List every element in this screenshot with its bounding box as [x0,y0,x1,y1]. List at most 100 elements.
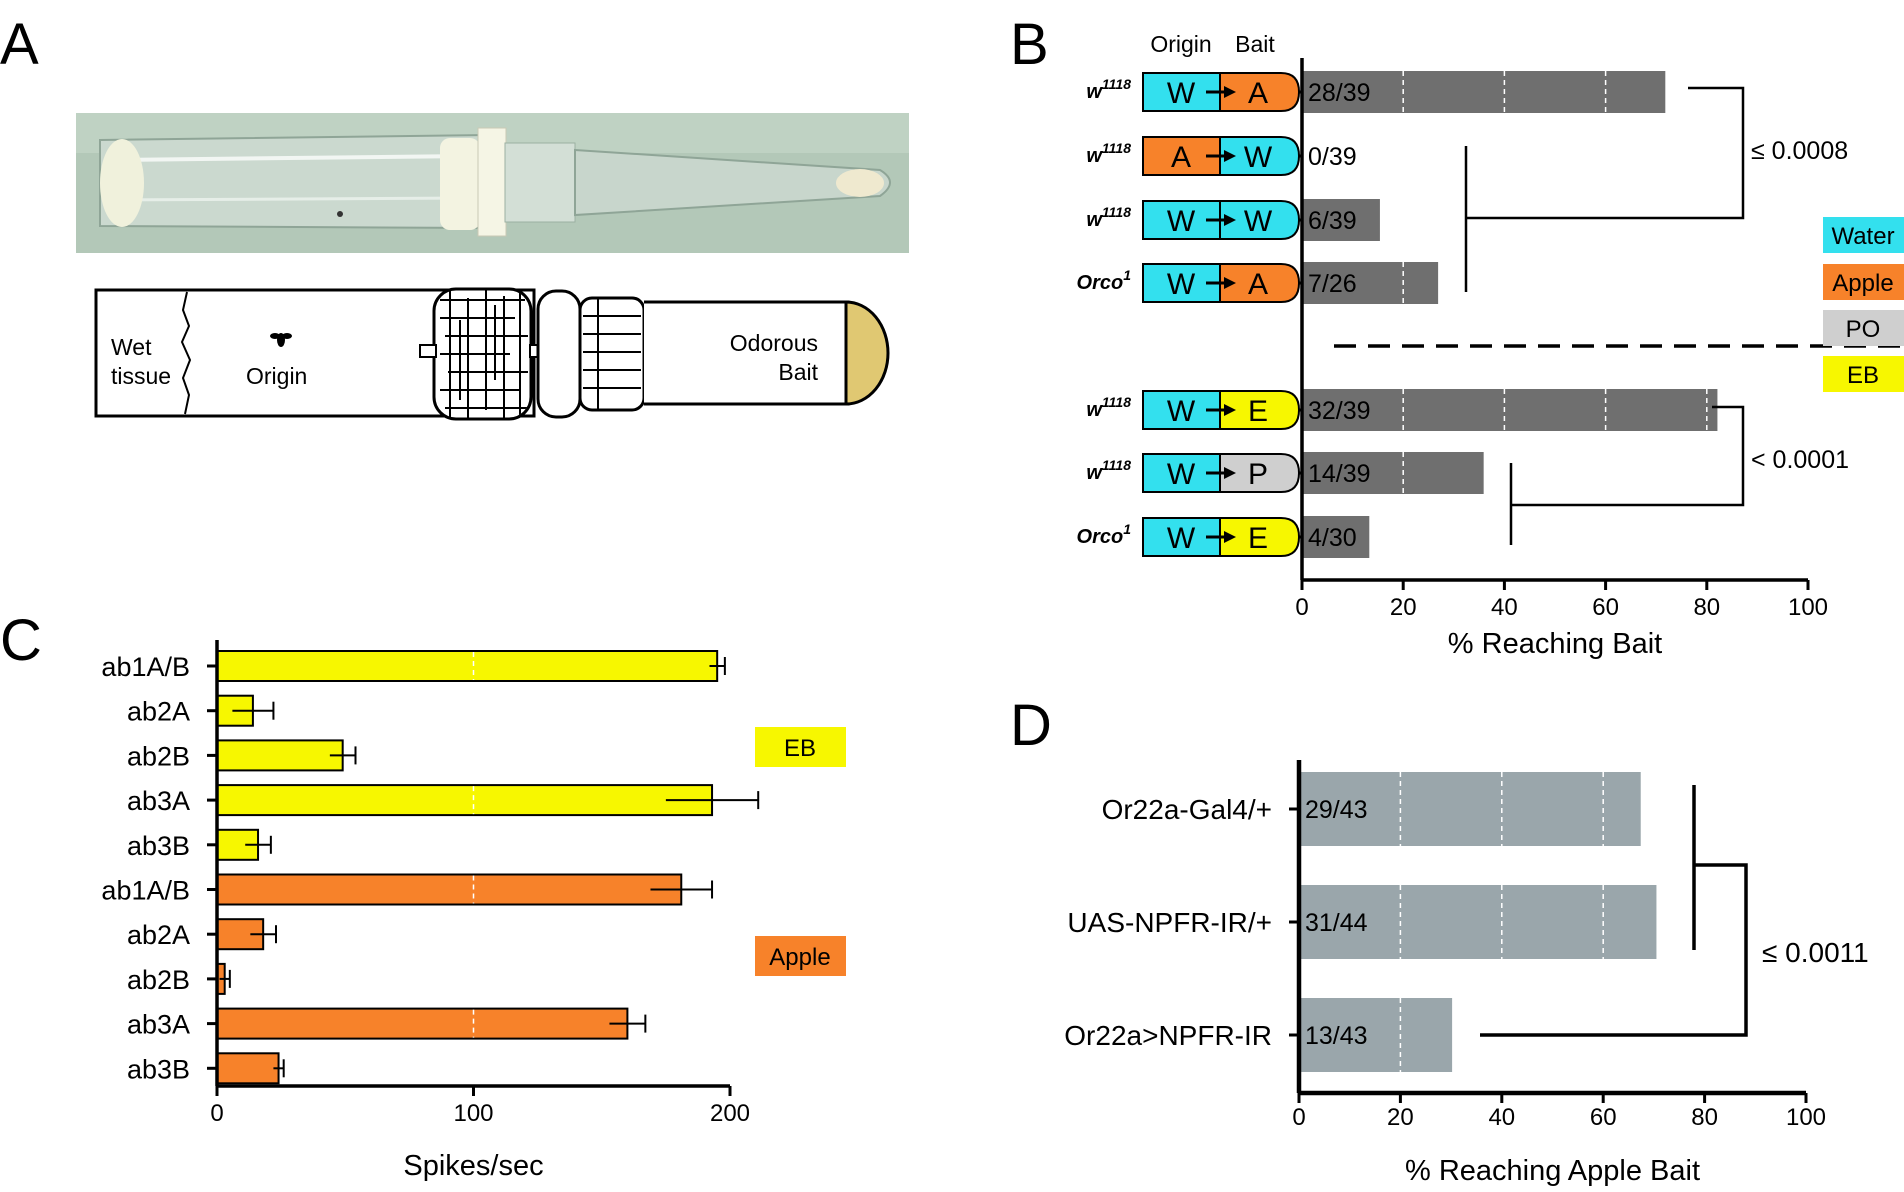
bar-3 [216,739,344,772]
panel-d-chart: 29/43 Or22a-Gal4/+ 31/44 UAS-NPFR-IR/+ 13/43… [1064,760,1869,1187]
sig-bracket-outer [1480,863,1748,1037]
group-legend-label-2: Apple [769,944,830,971]
legend-swatch-1 [1823,217,1904,253]
bar-2 [1299,885,1657,959]
arrow-head-icon [1224,150,1236,162]
y-tick-label-3: ab2B [127,741,190,771]
bait-letter-2: W [1244,141,1273,174]
x-tick-label: 0 [1292,1104,1305,1131]
bar-6 [1302,452,1484,494]
fly-icon [270,333,292,347]
group-legend-label-1: EB [784,735,816,762]
x-axis-title: % Reaching Apple Bait [1405,1155,1700,1187]
y-tick-label-10: ab3B [127,1054,190,1084]
arrow-head-icon [1224,86,1236,98]
bar-label-7: 4/30 [1308,524,1357,552]
x-axis-title: % Reaching Bait [1448,628,1662,660]
bar-label-3: 13/43 [1305,1022,1368,1050]
p-value: ≤ 0.0011 [1762,937,1869,968]
origin-letter-7: W [1167,522,1196,555]
bait-box-7 [1219,517,1301,557]
genotype-label-3: w1118 [1086,204,1131,231]
x-tick-label: 100 [453,1100,493,1127]
bar-label-2: 0/39 [1308,143,1357,171]
origin-header: Origin [1150,31,1211,57]
arrow-head-icon [1224,277,1236,289]
bait-box-5 [1219,390,1301,430]
origin-letter-1: W [1167,77,1196,110]
x-tick-label: 100 [1786,1104,1826,1131]
x-tick-label: 20 [1387,1104,1414,1131]
y-tick-label-2: ab2A [127,697,190,727]
bar-4 [216,784,714,817]
arrow-head-icon [1224,531,1236,543]
y-tick-label-8: ab2B [127,965,190,995]
bait-box-6 [1219,453,1301,493]
legend-swatch-4 [1823,356,1904,392]
legend-swatch-3 [1823,310,1904,346]
x-tick-label: 80 [1691,1104,1718,1131]
bait-label-1: Odorous [730,330,818,356]
bar-label-6: 14/39 [1308,460,1371,488]
arrow-head-icon [1224,214,1236,226]
x-tick-label: 0 [1295,594,1308,621]
bait-letter-1: A [1248,77,1268,110]
y-tick-label-9: ab3A [127,1010,190,1040]
x-tick-label: 60 [1592,594,1619,621]
wet-label-2: tissue [111,363,171,389]
bar-10 [216,1052,280,1085]
sig-bracket-2 [1511,405,1745,507]
legend-label-2: Apple [1832,270,1893,297]
origin-label: Origin [246,363,307,389]
y-tick-label-4: ab3A [127,786,190,816]
bait-letter-6: P [1248,458,1268,491]
bar-1 [1299,772,1641,846]
group-legend-swatch-1 [755,727,846,767]
origin-letter-6: W [1167,458,1196,491]
bar-6 [216,873,683,906]
arrow-head-icon [1224,467,1236,479]
wet-label-1: Wet [111,334,152,360]
panel-label-c: C [0,608,42,673]
x-tick-label: 0 [210,1100,223,1127]
legend-swatch-2 [1823,264,1904,300]
origin-letter-4: W [1167,268,1196,301]
bar-label-5: 32/39 [1308,397,1371,425]
p-value-1: ≤ 0.0008 [1751,137,1848,165]
bait-header: Bait [1235,31,1275,57]
bar-label-3: 6/39 [1308,207,1357,235]
arrow-head-icon [1224,404,1236,416]
x-tick-label: 40 [1491,594,1518,621]
y-tick-label-1: Or22a-Gal4/+ [1102,794,1272,825]
panel-label-b: B [1010,12,1049,77]
panel-label-d: D [1010,693,1052,758]
bar-9 [216,1007,629,1040]
genotype-label-6: w1118 [1086,457,1131,484]
x-tick-label: 80 [1693,594,1720,621]
legend-label-3: PO [1846,316,1881,343]
origin-letter-5: W [1167,395,1196,428]
x-axis-title: Spikes/sec [403,1150,543,1182]
legend-label-1: Water [1831,223,1894,250]
x-tick-label: 20 [1390,594,1417,621]
bar-7 [1302,516,1370,558]
bait-letter-7: E [1248,522,1268,555]
bait-letter-5: E [1248,395,1268,428]
bait-box-3 [1219,200,1301,240]
bait-letter-4: A [1248,268,1268,301]
bar-1 [1302,71,1666,113]
genotype-label-5: w1118 [1086,394,1131,421]
bar-5 [1302,389,1718,431]
y-tick-label-3: Or22a>NPFR-IR [1064,1020,1272,1051]
panel-c-chart: ab1A/B ab2A ab2B ab3A ab3B ab1A/B ab2A ab2B ab3A… [101,640,846,1182]
x-tick-label: 60 [1590,1104,1617,1131]
x-tick-label: 200 [710,1100,750,1127]
bar-label-1: 29/43 [1305,796,1368,824]
origin-letter-2: A [1171,141,1191,174]
bait-letter-3: W [1244,205,1273,238]
y-tick-label-6: ab1A/B [101,876,190,906]
y-tick-label-2: UAS-NPFR-IR/+ [1067,907,1272,938]
genotype-label-7: Orco1 [1077,521,1132,548]
